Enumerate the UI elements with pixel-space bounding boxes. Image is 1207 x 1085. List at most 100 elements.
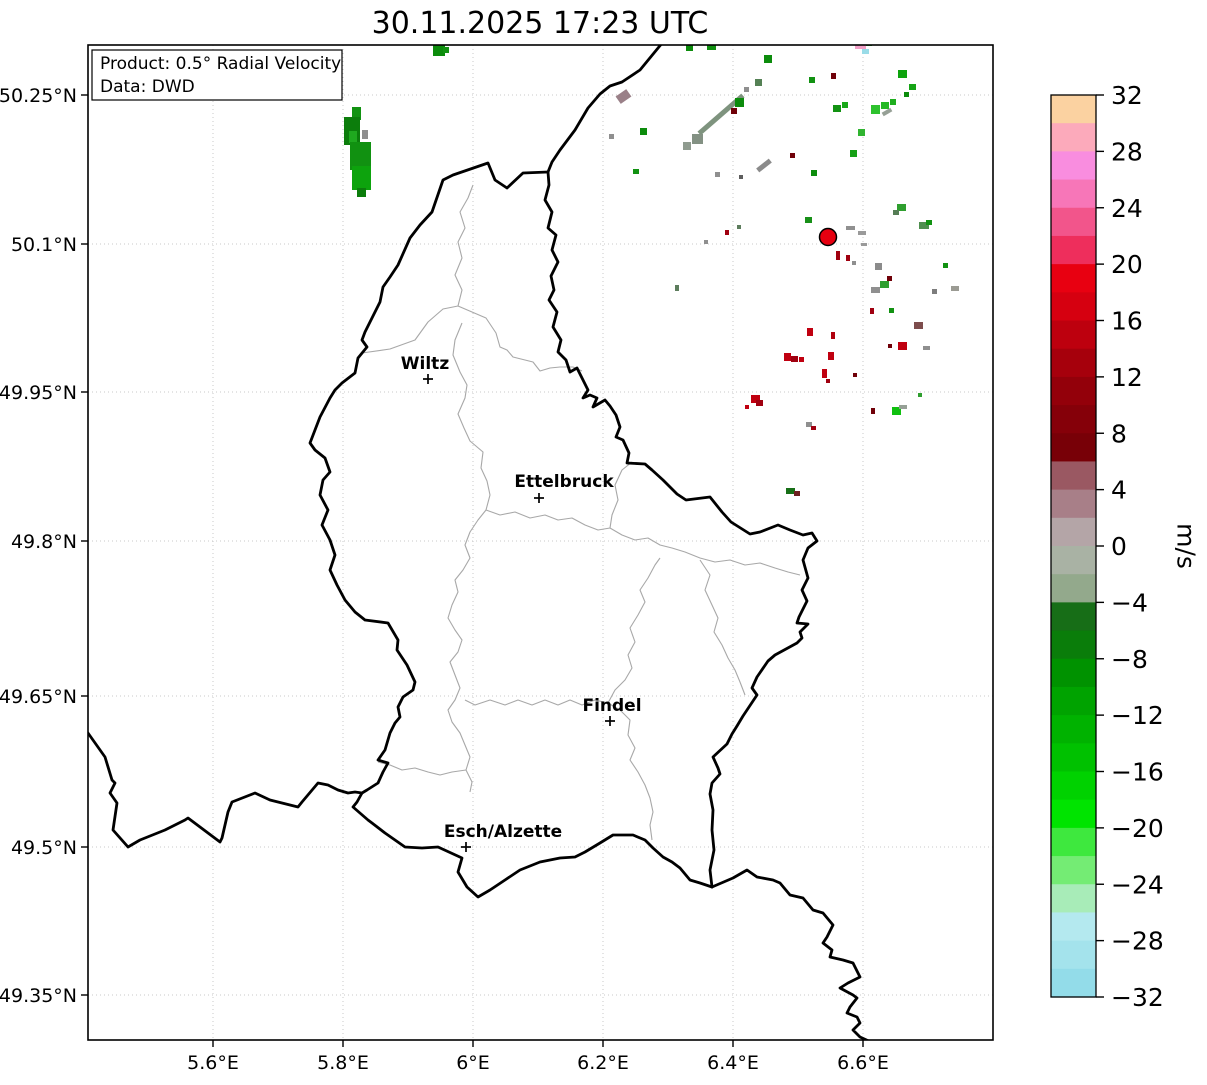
colorbar-segment (1051, 912, 1096, 942)
colorbar-tick-label: −20 (1111, 814, 1164, 843)
x-tick-label: 6°E (456, 1052, 490, 1074)
colorbar-segment (1051, 433, 1096, 463)
echo-pixel (735, 98, 744, 107)
echo-pixel (806, 422, 812, 427)
colorbar-tick-label: −16 (1111, 758, 1164, 787)
x-tick-label: 5.8°E (317, 1052, 369, 1074)
colorbar-tick-label: −8 (1111, 645, 1148, 674)
echo-pixel (751, 395, 760, 403)
colorbar-tick-label: 16 (1111, 307, 1143, 336)
echo-pixel (846, 226, 855, 230)
y-tick-label: 49.35°N (0, 985, 77, 1007)
echo-pixel (615, 89, 632, 104)
echo-pixel (850, 150, 857, 157)
y-axis-ticks: 50.25°N 50.1°N 49.95°N 49.8°N 49.65°N 49.5°N 4… (0, 85, 88, 1007)
colorbar-tick-label: 24 (1111, 194, 1143, 223)
echo-pixel (871, 105, 880, 114)
echo-pixel (352, 166, 371, 190)
echo-pixel (737, 225, 741, 229)
colorbar-segment (1051, 376, 1096, 406)
city-label: Findel (582, 696, 641, 716)
colorbar-segment (1051, 207, 1096, 237)
country-borders (88, 45, 870, 1040)
echo-pixel (828, 352, 834, 360)
x-tick-label: 6.4°E (707, 1052, 759, 1074)
x-tick-label: 6.2°E (577, 1052, 629, 1074)
info-product-line: Product: 0.5° Radial Velocity (100, 54, 341, 74)
colorbar-segment (1051, 771, 1096, 801)
echo-pixel (704, 240, 708, 244)
y-tick-label: 50.1°N (11, 234, 77, 256)
colorbar-unit-label: m/s (1172, 523, 1201, 569)
colorbar-segment (1051, 940, 1096, 970)
radar-echoes (344, 45, 959, 496)
echo-pixel (880, 281, 889, 288)
colorbar-segment (1051, 856, 1096, 885)
echo-pixel (786, 488, 795, 494)
echo-pixel (794, 491, 800, 496)
echo-pixel (918, 393, 922, 397)
echo-pixel (831, 73, 836, 79)
colorbar-segment (1051, 968, 1096, 998)
colorbar-tick-label: 12 (1111, 363, 1143, 392)
echo-pixel (831, 332, 835, 339)
colorbar-tick-label: 4 (1111, 476, 1127, 505)
colorbar-segment (1051, 574, 1096, 603)
echo-pixel (609, 134, 614, 139)
x-tick-label: 5.6°E (187, 1052, 239, 1074)
echo-pixel (871, 408, 875, 414)
echo-pixel (909, 84, 916, 90)
echo-pixel (919, 222, 929, 229)
x-axis-ticks: 5.6°E 5.8°E 6°E 6.2°E 6.4°E 6.6°E (187, 1040, 889, 1074)
colorbar-segment (1051, 461, 1096, 491)
echo-pixel (897, 204, 906, 211)
echo-pixel (739, 175, 743, 179)
y-tick-label: 49.95°N (0, 382, 77, 404)
colorbar-segment (1051, 292, 1096, 322)
echo-pixel (862, 49, 869, 54)
echo-pixel (914, 322, 923, 329)
echo-pixel (707, 45, 716, 50)
echo-pixel (932, 289, 937, 294)
echo-pixel (887, 276, 892, 281)
colorbar-tick-label: −12 (1111, 701, 1164, 730)
echo-pixel (745, 405, 749, 409)
colorbar-tick-label: 0 (1111, 532, 1127, 561)
echo-pixel (433, 45, 445, 56)
echo-pixel (898, 342, 907, 350)
colorbar-segment (1051, 546, 1096, 575)
echo-pixel (898, 70, 907, 78)
echo-pixel (852, 261, 856, 265)
colorbar-segment (1051, 686, 1096, 716)
echo-pixel (888, 344, 892, 348)
echo-pixel (871, 287, 880, 293)
info-box: Product: 0.5° Radial Velocity Data: DWD (91, 49, 343, 101)
echo-pixel (899, 405, 907, 409)
colorbar-segment (1051, 884, 1096, 914)
echo-pixel (842, 102, 848, 108)
grid-lines (88, 45, 993, 1040)
echo-pixel (715, 172, 720, 177)
echo-pixel (725, 230, 729, 235)
echo-pixel (822, 369, 827, 378)
echo-pixel (640, 128, 647, 135)
echo-pixel (633, 169, 639, 174)
echo-pixel (686, 45, 693, 51)
echo-pixel (893, 210, 899, 215)
echo-pixel (855, 45, 866, 49)
radar-site-marker (818, 227, 838, 247)
echo-pixel (811, 426, 816, 430)
echo-pixel (791, 356, 798, 362)
echo-pixel (683, 142, 691, 150)
echo-pixel (892, 407, 901, 415)
echo-pixel (853, 373, 857, 377)
echo-pixel (349, 131, 357, 143)
echo-pixel (756, 400, 763, 406)
colorbar-segment (1051, 489, 1096, 519)
echo-pixel (362, 130, 368, 139)
colorbar-segment (1051, 348, 1096, 378)
colorbar-tick-label: 32 (1111, 81, 1143, 110)
city-markers: Wiltz Ettelbruck Findel Esch/Alzette (401, 354, 642, 852)
colorbar-tick-label: −32 (1111, 983, 1164, 1012)
echo-pixel (692, 134, 703, 144)
